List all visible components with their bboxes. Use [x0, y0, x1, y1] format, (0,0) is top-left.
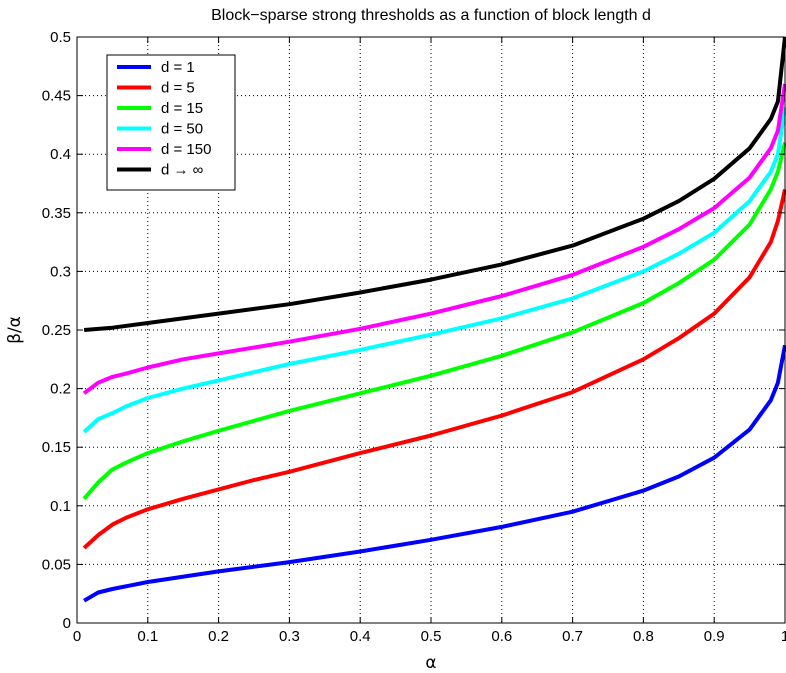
y-tick-label: 0.25	[42, 322, 71, 339]
y-tick-label: 0.2	[50, 381, 71, 398]
x-tick-label: 0.3	[279, 628, 300, 645]
y-tick-label: 0.15	[42, 439, 71, 456]
x-tick-label: 0.7	[562, 628, 583, 645]
y-tick-label: 0.1	[50, 498, 71, 515]
legend-entry-label: d = 50	[161, 121, 203, 138]
x-tick-label: 0.4	[350, 628, 371, 645]
x-axis-label: α	[425, 653, 436, 673]
y-tick-label: 0.45	[42, 88, 71, 105]
legend-entry-label: d → ∞	[161, 162, 204, 179]
x-tick-label: 0.8	[633, 628, 654, 645]
x-tick-label: 0.2	[208, 628, 229, 645]
x-tick-label: 0.6	[491, 628, 512, 645]
series-line-1	[84, 345, 785, 601]
legend-entry-label: d = 15	[161, 100, 203, 117]
y-tick-label: 0.4	[50, 146, 71, 163]
legend-entry-label: d = 1	[161, 59, 195, 76]
legend-entry-label: d = 150	[161, 141, 211, 158]
y-tick-label: 0.3	[50, 263, 71, 280]
x-tick-label: 1	[781, 628, 786, 645]
x-tick-label: 0.9	[704, 628, 725, 645]
x-tick-label: 0.1	[137, 628, 158, 645]
legend: d = 1 d = 5 d = 15 d = 50 d = 150 d → ∞	[107, 55, 235, 190]
y-tick-label: 0	[63, 615, 71, 632]
x-tick-label: 0	[73, 628, 81, 645]
series-line-3	[84, 143, 785, 499]
chart-title: Block−sparse strong thresholds as a func…	[211, 7, 651, 24]
y-tick-label: 0.05	[42, 556, 71, 573]
y-axis-label: β/α	[5, 316, 25, 344]
y-tick-label: 0.35	[42, 205, 71, 222]
legend-entry-label: d = 5	[161, 80, 195, 97]
x-tick-label: 0.5	[421, 628, 442, 645]
y-tick-label: 0.5	[50, 29, 71, 46]
series-line-2	[84, 189, 785, 548]
